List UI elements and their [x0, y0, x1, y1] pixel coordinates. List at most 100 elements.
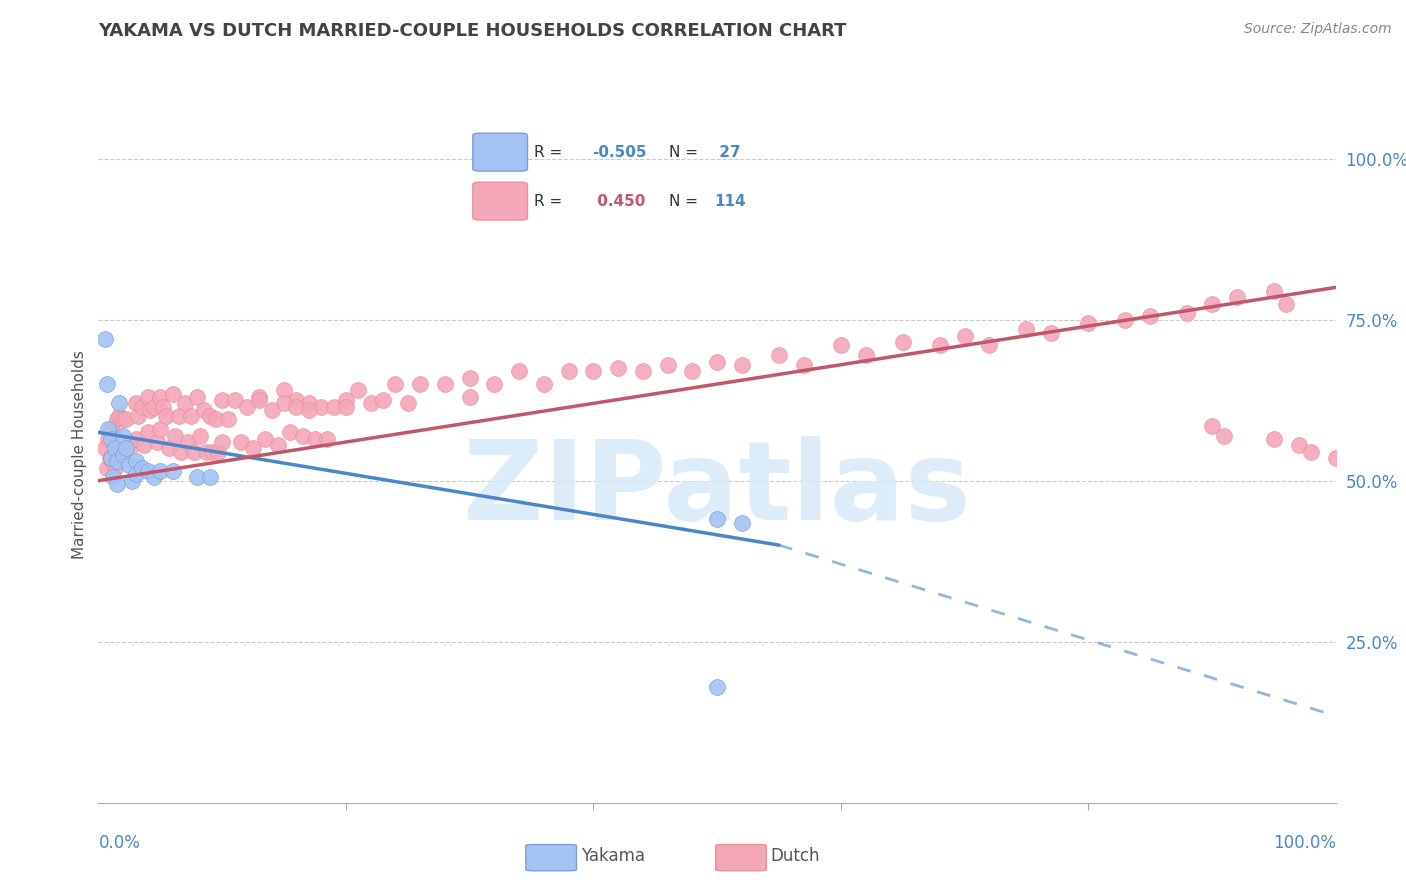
- Point: [396, 396, 419, 410]
- Point: [134, 438, 156, 452]
- Point: [855, 348, 877, 362]
- Point: [458, 370, 481, 384]
- Point: [195, 444, 218, 458]
- Point: [254, 432, 277, 446]
- Point: [186, 390, 208, 404]
- Point: [1077, 316, 1099, 330]
- Point: [706, 512, 728, 526]
- Point: [124, 454, 146, 468]
- Point: [180, 409, 202, 424]
- Point: [136, 425, 159, 440]
- Point: [1213, 428, 1236, 442]
- Point: [100, 451, 122, 466]
- Point: [105, 454, 128, 468]
- Point: [124, 396, 146, 410]
- Point: [384, 377, 406, 392]
- Point: [533, 377, 555, 392]
- Point: [124, 467, 146, 482]
- Point: [139, 402, 162, 417]
- Point: [136, 390, 159, 404]
- Point: [309, 400, 332, 414]
- Point: [108, 396, 131, 410]
- Point: [273, 384, 295, 398]
- Point: [335, 393, 357, 408]
- Point: [167, 409, 190, 424]
- Text: 0.0%: 0.0%: [98, 834, 141, 852]
- Point: [1263, 284, 1285, 298]
- Point: [176, 435, 198, 450]
- Point: [1175, 306, 1198, 320]
- Point: [97, 422, 120, 436]
- Point: [1324, 451, 1347, 466]
- Point: [1040, 326, 1063, 340]
- Point: [112, 448, 135, 462]
- Point: [607, 360, 630, 375]
- Point: [100, 422, 122, 436]
- Point: [186, 470, 208, 484]
- Text: 100.0%: 100.0%: [1272, 834, 1336, 852]
- Point: [557, 364, 579, 378]
- Point: [706, 354, 728, 368]
- Point: [285, 400, 308, 414]
- Point: [1263, 432, 1285, 446]
- Point: [100, 432, 122, 446]
- Point: [409, 377, 432, 392]
- Point: [247, 393, 270, 408]
- Point: [103, 470, 125, 484]
- FancyBboxPatch shape: [526, 845, 576, 871]
- Point: [211, 393, 233, 408]
- Point: [131, 400, 153, 414]
- Point: [371, 393, 394, 408]
- Point: [1015, 322, 1038, 336]
- Point: [830, 338, 852, 352]
- Point: [105, 444, 128, 458]
- Point: [97, 432, 120, 446]
- Point: [131, 460, 153, 475]
- Point: [112, 444, 135, 458]
- Point: [731, 358, 754, 372]
- Point: [217, 412, 239, 426]
- Point: [298, 402, 321, 417]
- Point: [201, 444, 224, 458]
- Point: [198, 470, 221, 484]
- Point: [291, 428, 314, 442]
- Point: [207, 444, 229, 458]
- Point: [953, 328, 976, 343]
- Point: [582, 364, 605, 378]
- Point: [247, 390, 270, 404]
- Point: [1299, 444, 1322, 458]
- Point: [224, 393, 246, 408]
- Point: [304, 432, 326, 446]
- Point: [96, 377, 118, 392]
- Point: [657, 358, 679, 372]
- Point: [267, 438, 290, 452]
- Point: [112, 428, 135, 442]
- Point: [149, 422, 172, 436]
- Point: [183, 444, 205, 458]
- Point: [316, 432, 339, 446]
- Point: [103, 442, 125, 456]
- Point: [631, 364, 654, 378]
- Point: [260, 402, 283, 417]
- Point: [242, 442, 264, 456]
- Point: [149, 390, 172, 404]
- Point: [96, 460, 118, 475]
- Point: [706, 680, 728, 694]
- Point: [1288, 438, 1310, 452]
- Point: [110, 444, 132, 458]
- Point: [162, 386, 184, 401]
- Point: [1275, 296, 1298, 310]
- Point: [508, 364, 530, 378]
- Point: [211, 435, 233, 450]
- Point: [155, 409, 177, 424]
- Point: [458, 390, 481, 404]
- Point: [273, 396, 295, 410]
- Text: Source: ZipAtlas.com: Source: ZipAtlas.com: [1244, 22, 1392, 37]
- Point: [121, 474, 143, 488]
- Point: [236, 400, 259, 414]
- Point: [98, 451, 121, 466]
- Point: [731, 516, 754, 530]
- Point: [170, 444, 193, 458]
- Point: [1201, 419, 1223, 434]
- Point: [681, 364, 703, 378]
